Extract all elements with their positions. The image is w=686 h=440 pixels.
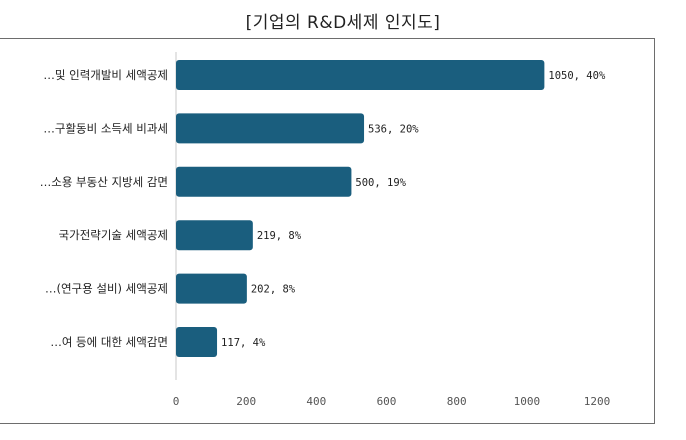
bar bbox=[176, 60, 545, 90]
data-label: 202, 8% bbox=[251, 284, 296, 296]
data-label: 219, 8% bbox=[257, 230, 302, 242]
chart-frame bbox=[0, 38, 655, 424]
category-label: …구활동비 소득세 비과세 bbox=[43, 121, 168, 135]
category-label: …소용 부동산 지방세 감면 bbox=[40, 175, 168, 189]
bar bbox=[176, 113, 365, 144]
bar bbox=[176, 327, 218, 357]
data-label: 1050, 40% bbox=[548, 70, 606, 82]
category-label: …및 인력개발비 세액공제 bbox=[43, 68, 168, 82]
x-tick-label: 0 bbox=[173, 395, 180, 408]
data-label: 536, 20% bbox=[368, 123, 419, 135]
x-tick-label: 400 bbox=[306, 395, 326, 408]
x-tick-label: 1200 bbox=[584, 395, 611, 408]
x-tick-label: 1000 bbox=[514, 395, 541, 408]
category-label: …(연구용 설비) 세액공제 bbox=[45, 282, 168, 296]
bar bbox=[176, 220, 253, 251]
data-label: 117, 4% bbox=[221, 337, 266, 349]
data-label: 500, 19% bbox=[355, 177, 406, 189]
category-label: 국가전략기술 세액공제 bbox=[59, 228, 168, 242]
bar bbox=[176, 166, 352, 197]
bar bbox=[176, 273, 247, 304]
x-tick-label: 800 bbox=[447, 395, 467, 408]
x-tick-label: 200 bbox=[236, 395, 256, 408]
chart-title: [기업의 R&D세제 인지도] bbox=[245, 13, 441, 33]
category-label: …여 등에 대한 세액감면 bbox=[50, 335, 168, 349]
x-tick-label: 600 bbox=[377, 395, 397, 408]
